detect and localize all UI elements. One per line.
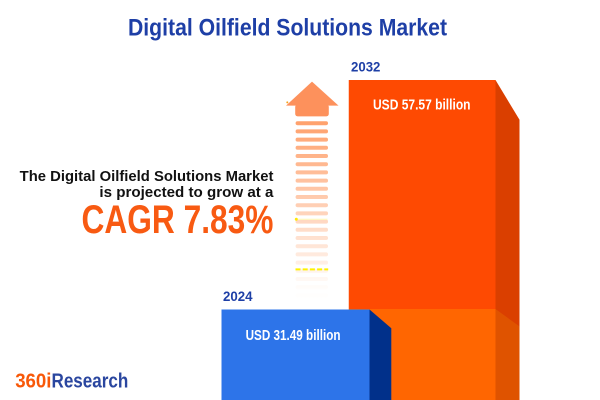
svg-text:is projected to grow at a: is projected to grow at a — [99, 185, 274, 201]
svg-text:Digital Oilfield Solutions Mar: Digital Oilfield Solutions Market — [128, 14, 447, 41]
svg-text:USD 31.49 billion: USD 31.49 billion — [246, 328, 341, 344]
svg-text:USD 57.57 billion: USD 57.57 billion — [373, 97, 471, 113]
svg-text:2032: 2032 — [351, 59, 380, 74]
svg-text:The Digital Oilfield Solutions: The Digital Oilfield Solutions Market — [20, 169, 274, 185]
svg-text:CAGR 7.83%: CAGR 7.83% — [82, 198, 274, 242]
svg-text:360i: 360i — [15, 370, 51, 393]
svg-text:2024: 2024 — [223, 289, 253, 304]
svg-text:Research: Research — [52, 370, 129, 393]
